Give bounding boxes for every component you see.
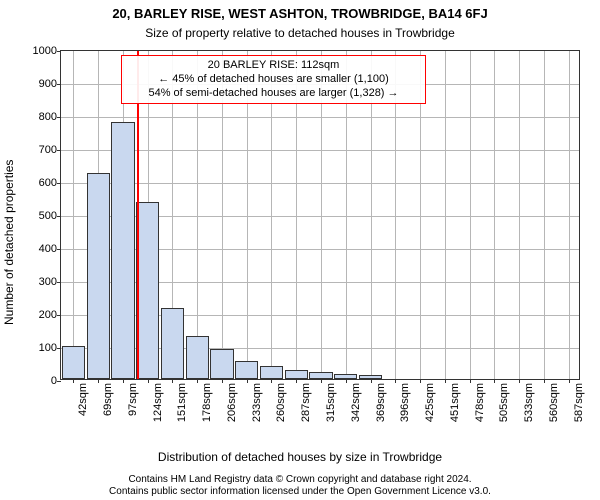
histogram-bar	[285, 370, 308, 379]
x-tick-label: 342sqm	[350, 383, 362, 422]
x-tick-mark	[544, 379, 545, 383]
y-tick-label: 500	[39, 210, 57, 222]
x-tick-label: 396sqm	[399, 383, 411, 422]
x-tick-mark	[321, 379, 322, 383]
y-tick-mark	[57, 249, 61, 250]
x-tick-label: 315sqm	[325, 383, 337, 422]
histogram-bar	[111, 122, 134, 379]
x-tick-label: 206sqm	[226, 383, 238, 422]
y-tick-label: 300	[39, 276, 57, 288]
x-tick-label: 124sqm	[152, 383, 164, 422]
x-tick-label: 587sqm	[573, 383, 585, 422]
gridline-v	[519, 51, 520, 379]
gridline-h	[61, 117, 579, 118]
x-tick-label: 69sqm	[102, 383, 114, 416]
y-tick-mark	[57, 150, 61, 151]
footer-line1: Contains HM Land Registry data © Crown c…	[0, 474, 600, 486]
x-tick-mark	[123, 379, 124, 383]
gridline-v	[494, 51, 495, 379]
x-tick-mark	[172, 379, 173, 383]
gridline-h	[61, 150, 579, 151]
y-tick-mark	[57, 51, 61, 52]
y-tick-mark	[57, 381, 61, 382]
y-tick-label: 600	[39, 177, 57, 189]
x-tick-mark	[420, 379, 421, 383]
y-tick-mark	[57, 315, 61, 316]
x-tick-label: 369sqm	[375, 383, 387, 422]
y-tick-label: 800	[39, 111, 57, 123]
x-tick-mark	[148, 379, 149, 383]
x-tick-mark	[470, 379, 471, 383]
footer-attribution: Contains HM Land Registry data © Crown c…	[0, 474, 600, 498]
x-tick-label: 560sqm	[548, 383, 560, 422]
plot-area: 0100200300400500600700800900100042sqm69s…	[60, 50, 580, 380]
gridline-v	[445, 51, 446, 379]
x-tick-mark	[197, 379, 198, 383]
x-tick-label: 151sqm	[176, 383, 188, 422]
y-tick-mark	[57, 117, 61, 118]
annotation-line2: ← 45% of detached houses are smaller (1,…	[128, 73, 419, 87]
x-tick-label: 425sqm	[424, 383, 436, 422]
x-tick-label: 97sqm	[127, 383, 139, 416]
chart-container: 20, BARLEY RISE, WEST ASHTON, TROWBRIDGE…	[0, 0, 600, 500]
y-tick-label: 0	[51, 375, 57, 387]
x-tick-mark	[73, 379, 74, 383]
x-tick-label: 287sqm	[300, 383, 312, 422]
histogram-bar	[260, 366, 283, 379]
x-tick-label: 478sqm	[474, 383, 486, 422]
chart-title-line2: Size of property relative to detached ho…	[0, 26, 600, 40]
x-tick-label: 233sqm	[251, 383, 263, 422]
footer-line2: Contains public sector information licen…	[0, 486, 600, 498]
histogram-bar	[136, 202, 159, 379]
x-tick-label: 42sqm	[77, 383, 89, 416]
histogram-bar	[309, 372, 332, 379]
gridline-v	[470, 51, 471, 379]
histogram-bar	[186, 336, 209, 379]
histogram-bar	[235, 361, 258, 379]
x-tick-mark	[296, 379, 297, 383]
annotation-line1: 20 BARLEY RISE: 112sqm	[128, 59, 419, 73]
y-tick-label: 900	[39, 78, 57, 90]
gridline-h	[61, 183, 579, 184]
x-tick-label: 533sqm	[523, 383, 535, 422]
y-tick-mark	[57, 183, 61, 184]
y-tick-label: 400	[39, 243, 57, 255]
annotation-line3: 54% of semi-detached houses are larger (…	[128, 87, 419, 101]
x-tick-label: 260sqm	[275, 383, 287, 422]
y-axis-label: Number of detached properties	[2, 160, 16, 325]
y-tick-mark	[57, 348, 61, 349]
x-tick-mark	[395, 379, 396, 383]
x-tick-mark	[371, 379, 372, 383]
gridline-v	[544, 51, 545, 379]
property-annotation: 20 BARLEY RISE: 112sqm← 45% of detached …	[121, 55, 426, 104]
x-tick-mark	[247, 379, 248, 383]
x-tick-mark	[569, 379, 570, 383]
x-tick-mark	[494, 379, 495, 383]
x-tick-label: 505sqm	[498, 383, 510, 422]
y-tick-label: 1000	[33, 45, 57, 57]
y-tick-mark	[57, 216, 61, 217]
histogram-bar	[161, 308, 184, 379]
x-tick-mark	[445, 379, 446, 383]
histogram-bar	[210, 349, 233, 379]
x-tick-mark	[346, 379, 347, 383]
x-tick-mark	[519, 379, 520, 383]
y-tick-label: 100	[39, 342, 57, 354]
histogram-bar	[62, 346, 85, 379]
chart-title-line1: 20, BARLEY RISE, WEST ASHTON, TROWBRIDGE…	[0, 6, 600, 21]
y-tick-mark	[57, 84, 61, 85]
gridline-v	[73, 51, 74, 379]
x-tick-label: 178sqm	[201, 383, 213, 422]
histogram-bar	[87, 173, 110, 379]
x-tick-mark	[271, 379, 272, 383]
y-tick-label: 700	[39, 144, 57, 156]
x-axis-label: Distribution of detached houses by size …	[0, 450, 600, 464]
y-tick-label: 200	[39, 309, 57, 321]
x-tick-mark	[222, 379, 223, 383]
gridline-v	[569, 51, 570, 379]
x-tick-label: 451sqm	[449, 383, 461, 422]
y-tick-mark	[57, 282, 61, 283]
x-tick-mark	[98, 379, 99, 383]
